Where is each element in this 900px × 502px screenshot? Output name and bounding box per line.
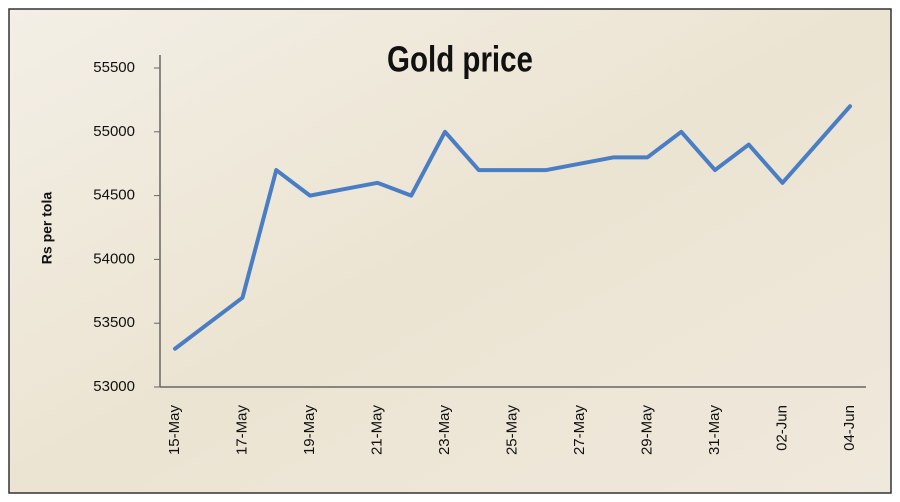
- chart-title: Gold price: [387, 39, 533, 79]
- y-tick-label: 53000: [93, 378, 135, 395]
- x-tick-label: 27-May: [571, 405, 588, 456]
- background-frame: [8, 8, 892, 494]
- y-tick-label: 55000: [93, 123, 135, 140]
- x-tick-label: 21-May: [368, 405, 385, 456]
- x-tick-label: 31-May: [706, 405, 723, 456]
- price-line: [173, 104, 852, 351]
- x-tick-label: 19-May: [301, 405, 318, 456]
- x-tick-label: 15-May: [166, 405, 183, 456]
- y-axis-label: Rs per tola: [39, 192, 55, 265]
- x-tick-label: 17-May: [233, 405, 250, 456]
- x-tick-label: 29-May: [638, 405, 655, 456]
- y-tick-label: 53500: [93, 314, 135, 331]
- x-tick-label: 25-May: [503, 405, 520, 456]
- y-tick-label: 54000: [93, 250, 135, 267]
- y-tick-label: 54500: [93, 187, 135, 204]
- x-tick-label: 02-Jun: [773, 405, 790, 451]
- y-tick-label: 55500: [93, 59, 135, 76]
- x-tick-label: 04-Jun: [841, 405, 858, 451]
- x-tick-label: 23-May: [436, 405, 453, 456]
